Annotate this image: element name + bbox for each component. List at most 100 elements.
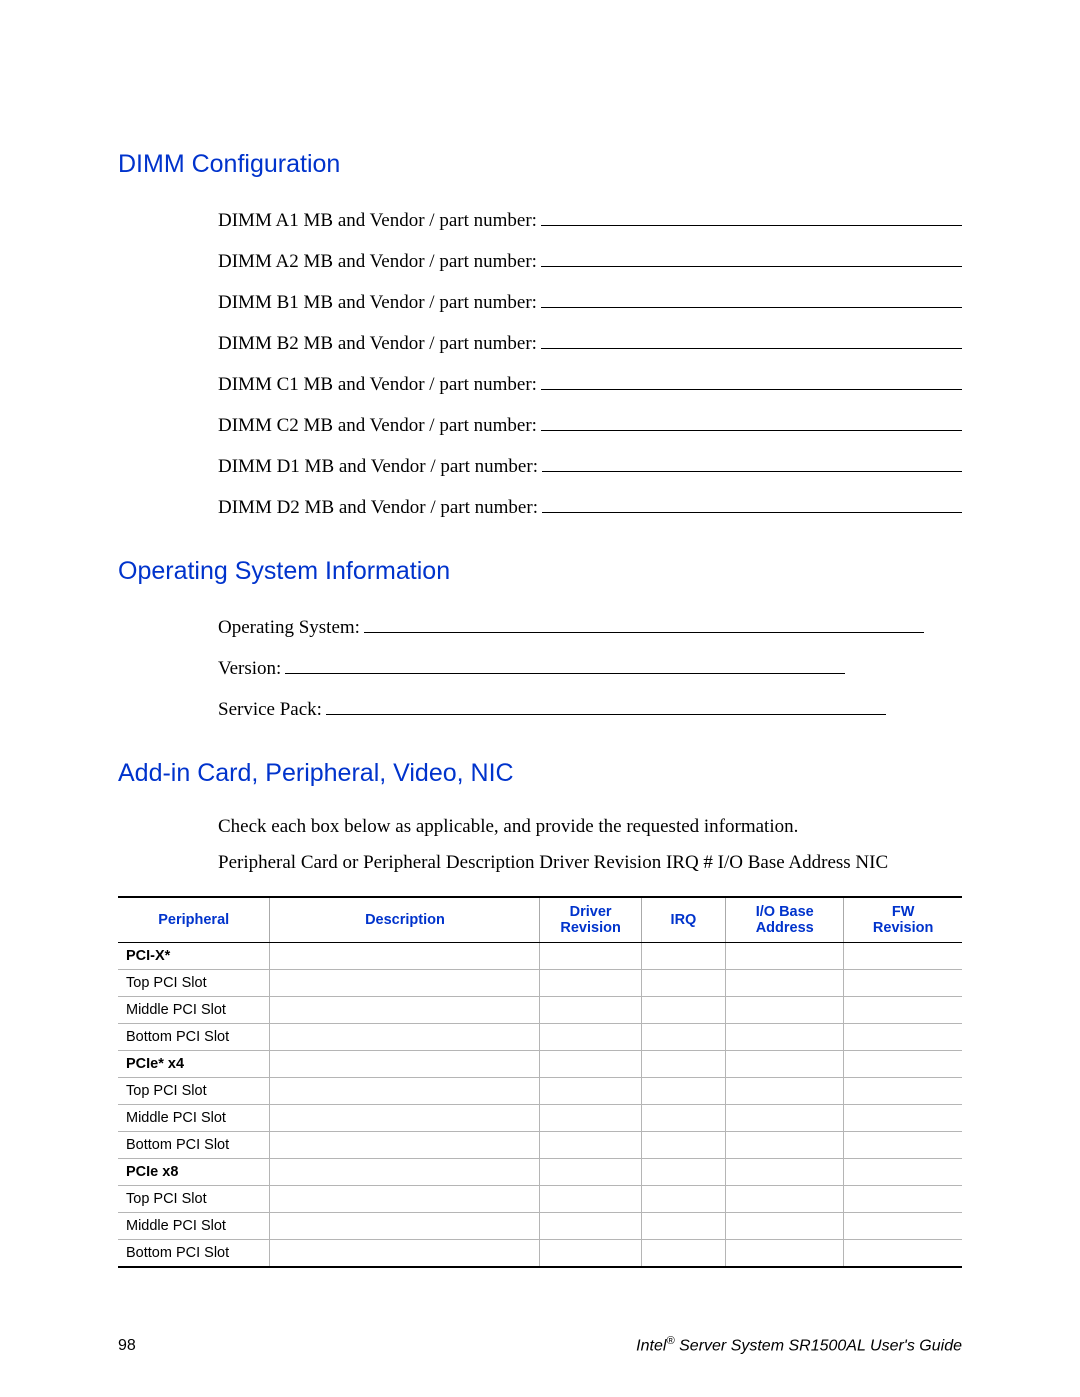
empty-cell — [844, 1213, 962, 1240]
row-label-cell: Middle PCI Slot — [118, 1213, 270, 1240]
empty-cell — [844, 970, 962, 997]
table-row: Top PCI Slot — [118, 970, 962, 997]
empty-cell — [270, 970, 540, 997]
dimm-line-label: DIMM D1 MB and Vendor / part number: — [218, 456, 538, 478]
col-fw-revision: FWRevision — [844, 897, 962, 943]
group-label-cell: PCIe x8 — [118, 1159, 270, 1186]
empty-cell — [641, 1024, 725, 1051]
empty-cell — [270, 1186, 540, 1213]
table-row: Bottom PCI Slot — [118, 1024, 962, 1051]
empty-cell — [726, 943, 844, 970]
blank-line — [364, 614, 924, 633]
peripheral-table: Peripheral Description DriverRevision IR… — [118, 896, 962, 1268]
empty-cell — [270, 1078, 540, 1105]
table-row: PCI-X* — [118, 943, 962, 970]
empty-cell — [540, 1213, 641, 1240]
table-row: Bottom PCI Slot — [118, 1132, 962, 1159]
empty-cell — [540, 1132, 641, 1159]
dimm-line-label: DIMM C2 MB and Vendor / part number: — [218, 415, 537, 437]
empty-cell — [641, 1186, 725, 1213]
empty-cell — [540, 1051, 641, 1078]
empty-cell — [641, 1159, 725, 1186]
os-lines-block: Operating System: Version: Service Pack: — [118, 614, 962, 721]
empty-cell — [270, 1105, 540, 1132]
empty-cell — [641, 1240, 725, 1268]
os-line: Version: — [218, 655, 962, 680]
footer-title-post: Server System SR1500AL User's Guide — [675, 1337, 962, 1354]
blank-line — [542, 494, 962, 513]
blank-line — [541, 371, 962, 390]
table-row: Bottom PCI Slot — [118, 1240, 962, 1268]
empty-cell — [726, 1078, 844, 1105]
row-label-cell: Bottom PCI Slot — [118, 1132, 270, 1159]
dimm-line: DIMM B1 MB and Vendor / part number: — [218, 289, 962, 314]
empty-cell — [540, 997, 641, 1024]
empty-cell — [540, 1078, 641, 1105]
dimm-line-label: DIMM D2 MB and Vendor / part number: — [218, 497, 538, 519]
empty-cell — [726, 1240, 844, 1268]
empty-cell — [726, 1213, 844, 1240]
empty-cell — [540, 1159, 641, 1186]
table-row: Middle PCI Slot — [118, 997, 962, 1024]
dimm-line: DIMM C2 MB and Vendor / part number: — [218, 412, 962, 437]
dimm-line: DIMM A2 MB and Vendor / part number: — [218, 248, 962, 273]
page-number: 98 — [118, 1337, 136, 1355]
empty-cell — [641, 1132, 725, 1159]
group-label-cell: PCI-X* — [118, 943, 270, 970]
os-line-label: Version: — [218, 658, 281, 680]
footer-title: Intel® Server System SR1500AL User's Gui… — [636, 1335, 962, 1355]
row-label-cell: Bottom PCI Slot — [118, 1024, 270, 1051]
footer-title-pre: Intel — [636, 1337, 666, 1354]
addin-intro-2: Peripheral Card or Peripheral Descriptio… — [218, 852, 962, 874]
blank-line — [326, 696, 886, 715]
empty-cell — [844, 1078, 962, 1105]
table-row: PCIe x8 — [118, 1159, 962, 1186]
os-line-label: Operating System: — [218, 617, 360, 639]
group-label-cell: PCIe* x4 — [118, 1051, 270, 1078]
col-io-base-address: I/O BaseAddress — [726, 897, 844, 943]
empty-cell — [726, 1132, 844, 1159]
col-peripheral: Peripheral — [118, 897, 270, 943]
empty-cell — [844, 943, 962, 970]
empty-cell — [726, 1186, 844, 1213]
empty-cell — [726, 1105, 844, 1132]
dimm-line: DIMM B2 MB and Vendor / part number: — [218, 330, 962, 355]
row-label-cell: Top PCI Slot — [118, 1078, 270, 1105]
empty-cell — [540, 1024, 641, 1051]
empty-cell — [844, 1024, 962, 1051]
empty-cell — [844, 1105, 962, 1132]
blank-line — [541, 412, 962, 431]
col-driver-revision: DriverRevision — [540, 897, 641, 943]
dimm-line-label: DIMM B2 MB and Vendor / part number: — [218, 333, 537, 355]
page-footer: 98 Intel® Server System SR1500AL User's … — [118, 1335, 962, 1355]
os-line: Operating System: — [218, 614, 962, 639]
table-row: Top PCI Slot — [118, 1078, 962, 1105]
dimm-line: DIMM A1 MB and Vendor / part number: — [218, 207, 962, 232]
table-row: Middle PCI Slot — [118, 1213, 962, 1240]
blank-line — [541, 207, 962, 226]
addin-intro-1: Check each box below as applicable, and … — [218, 816, 962, 838]
blank-line — [541, 248, 962, 267]
col-irq: IRQ — [641, 897, 725, 943]
empty-cell — [641, 1051, 725, 1078]
empty-cell — [844, 1240, 962, 1268]
empty-cell — [641, 1078, 725, 1105]
empty-cell — [641, 997, 725, 1024]
dimm-line-label: DIMM A2 MB and Vendor / part number: — [218, 251, 537, 273]
table-row: PCIe* x4 — [118, 1051, 962, 1078]
blank-line — [285, 655, 845, 674]
table-row: Middle PCI Slot — [118, 1105, 962, 1132]
os-line: Service Pack: — [218, 696, 962, 721]
blank-line — [542, 453, 962, 472]
heading-dimm-configuration: DIMM Configuration — [118, 150, 962, 179]
empty-cell — [726, 970, 844, 997]
empty-cell — [270, 1159, 540, 1186]
row-label-cell: Middle PCI Slot — [118, 997, 270, 1024]
blank-line — [541, 289, 962, 308]
dimm-line-label: DIMM A1 MB and Vendor / part number: — [218, 210, 537, 232]
blank-line — [541, 330, 962, 349]
row-label-cell: Middle PCI Slot — [118, 1105, 270, 1132]
table-header-row: Peripheral Description DriverRevision IR… — [118, 897, 962, 943]
empty-cell — [844, 997, 962, 1024]
empty-cell — [844, 1159, 962, 1186]
